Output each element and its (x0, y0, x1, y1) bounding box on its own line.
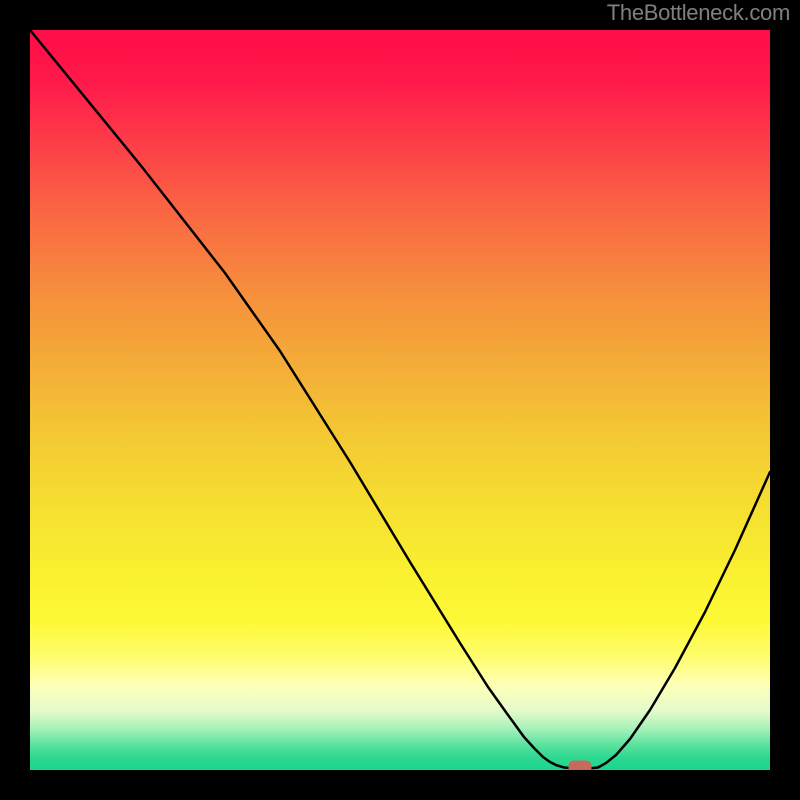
optimal-marker (569, 761, 591, 770)
chart-background (30, 30, 770, 770)
chart-svg (30, 30, 770, 770)
chart-frame: TheBottleneck.com (0, 0, 800, 800)
watermark-text: TheBottleneck.com (607, 0, 790, 26)
plot-area (30, 30, 770, 770)
